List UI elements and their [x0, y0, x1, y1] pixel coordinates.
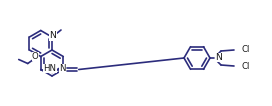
Text: N: N — [50, 31, 56, 40]
Text: N: N — [215, 53, 222, 62]
Text: Cl: Cl — [241, 45, 249, 54]
Text: HN: HN — [43, 64, 56, 73]
Text: O: O — [32, 52, 39, 61]
Text: Cl: Cl — [241, 62, 249, 71]
Text: N: N — [60, 64, 66, 73]
